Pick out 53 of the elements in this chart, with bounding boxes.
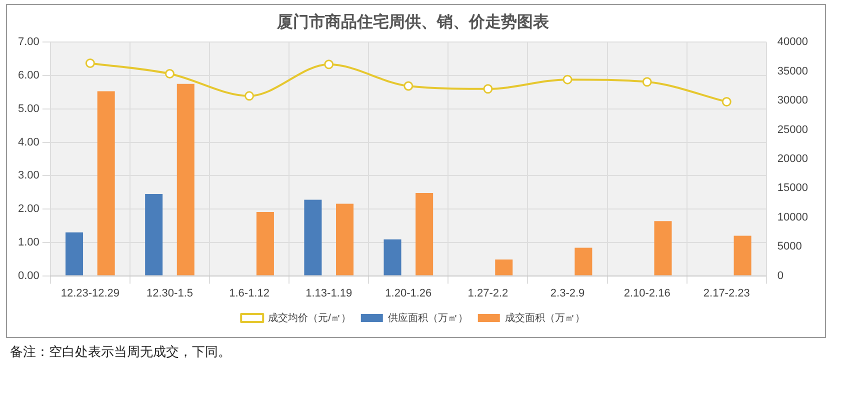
x-tick-label: 2.17-2.23 <box>703 287 750 300</box>
bar <box>495 259 513 276</box>
y2-tick-label: 15000 <box>777 182 808 194</box>
bar <box>416 193 434 276</box>
y2-tick-label: 10000 <box>777 211 808 224</box>
x-tick-label: 1.27-2.2 <box>468 287 508 300</box>
bar <box>66 232 84 276</box>
x-tick-label: 1.20-1.26 <box>385 287 432 300</box>
point <box>244 91 254 101</box>
y-tick-label: 0.00 <box>18 270 40 282</box>
y-tick-label: 7.00 <box>18 36 40 48</box>
x-tick-label: 1.13-1.19 <box>306 287 352 300</box>
x-tick-label: 2.10-2.16 <box>624 287 670 300</box>
chart-title: 厦门市商品住宅周供、销、价走势图表 <box>276 12 550 32</box>
bar <box>384 239 402 276</box>
y-tick-label: 3.00 <box>18 170 40 182</box>
y2-tick-label: 5000 <box>777 240 802 253</box>
x-tick-label: 1.6-1.12 <box>229 287 270 300</box>
bar <box>574 248 592 276</box>
point <box>324 60 334 70</box>
legend-label: 成交面积（万㎡） <box>504 312 585 324</box>
point <box>85 58 95 68</box>
point <box>642 77 652 87</box>
legend-label: 成交均价（元/㎡） <box>268 312 351 324</box>
x-tick-label: 12.23-12.29 <box>60 287 120 300</box>
point <box>404 81 414 91</box>
y-tick-label: 4.00 <box>18 136 40 148</box>
y-tick-label: 5.00 <box>18 102 40 115</box>
bar <box>654 221 672 276</box>
text: 备注：空白处表示当周无成交，下同。 <box>10 344 231 361</box>
y2-tick-label: 20000 <box>777 153 808 166</box>
bar <box>145 194 163 276</box>
y-tick-label: 1.00 <box>18 236 40 248</box>
point <box>164 68 174 78</box>
x-tick-label: 2.3-2.9 <box>550 287 585 300</box>
bar <box>734 236 752 276</box>
bar <box>256 212 274 276</box>
bar <box>176 84 194 276</box>
y2-tick-label: 35000 <box>777 65 808 78</box>
x-tick-label: 12.30-1.5 <box>146 287 193 300</box>
bar <box>97 91 115 276</box>
bar <box>304 200 322 276</box>
point <box>722 97 732 107</box>
y2-tick-label: 30000 <box>777 94 808 107</box>
y2-tick-label: 25000 <box>777 124 808 136</box>
y2-tick-label: 0 <box>777 270 784 282</box>
legend-label: 供应面积（万㎡） <box>388 312 468 324</box>
bar <box>336 204 354 276</box>
y-tick-label: 2.00 <box>18 203 40 216</box>
y2-tick-label: 40000 <box>777 36 808 48</box>
point <box>562 74 572 84</box>
y-tick-label: 6.00 <box>18 70 40 82</box>
point <box>483 84 493 94</box>
